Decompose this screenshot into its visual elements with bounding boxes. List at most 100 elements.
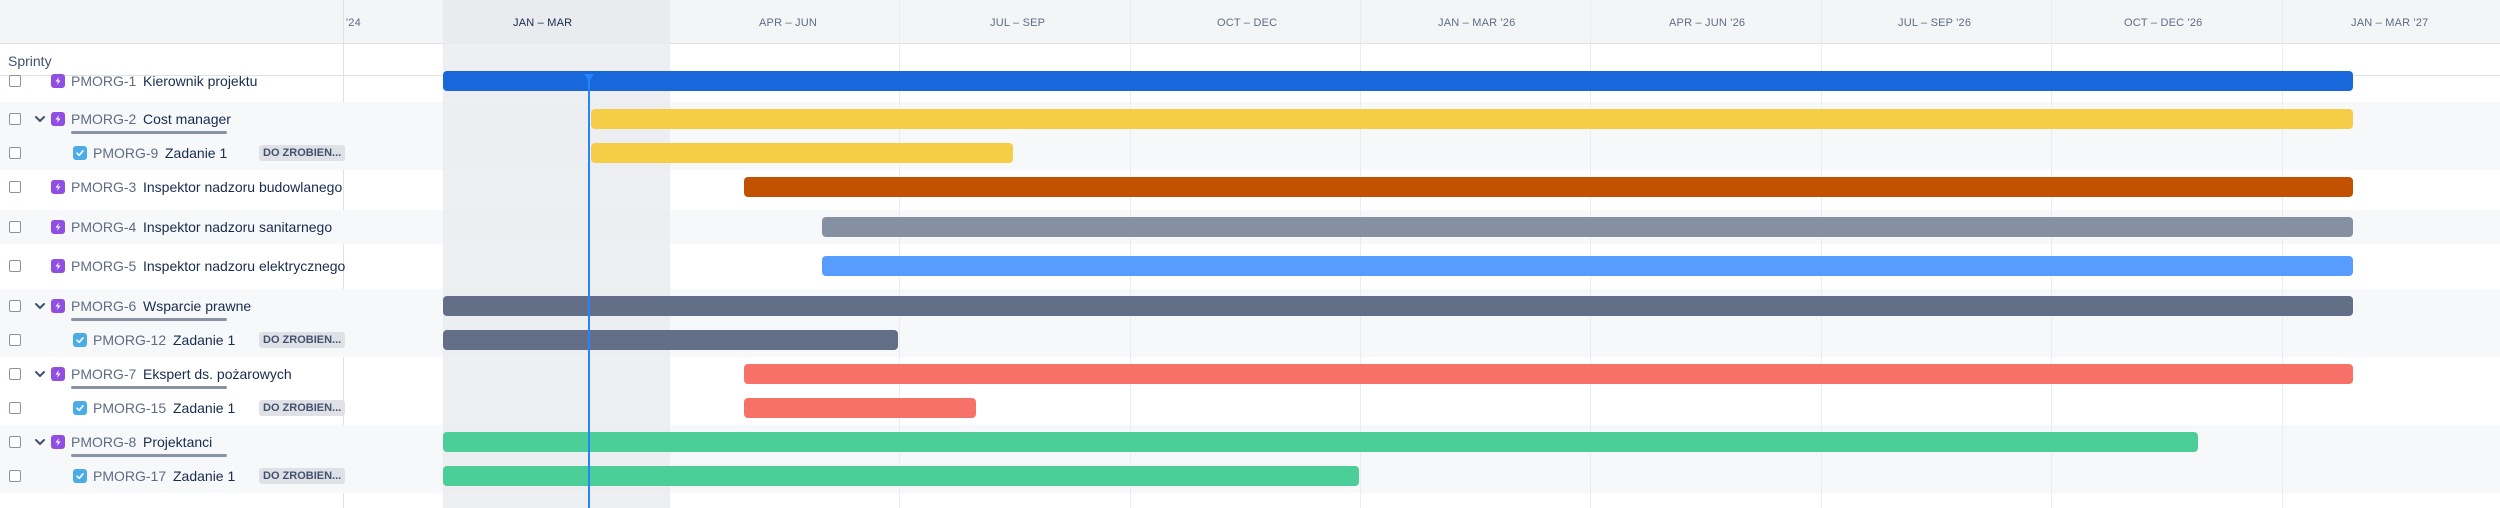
status-badge: DO ZROBIEN... [259,145,346,161]
row-select-checkbox[interactable] [9,436,21,448]
timeline-bar[interactable] [443,71,2353,91]
sprints-row[interactable]: Sprinty [0,44,343,76]
child-progress-bar [71,386,227,389]
column-divider [1821,0,1822,508]
issue-summary[interactable]: Cost manager [143,111,231,127]
epic-row[interactable]: PMORG-1 Kierownik projektu [0,64,344,98]
timeline-bar[interactable] [443,330,898,350]
row-select-checkbox[interactable] [9,402,21,414]
timeline-grid[interactable]: '24 JAN – MAR APR – JUN JUL – SEP OCT – DEC J… [344,0,2500,508]
timeline-bar[interactable] [443,296,2353,316]
issue-key[interactable]: PMORG-6 [71,298,137,314]
status-badge: DO ZROBIEN... [259,332,346,348]
issue-summary[interactable]: Inspektor nadzoru sanitarnego [143,219,333,235]
issue-key[interactable]: PMORG-7 [71,366,137,382]
epic-row[interactable]: PMORG-3 Inspektor nadzoru budowlanego [0,170,344,204]
epic-lightning-icon [51,74,65,88]
task-check-icon [73,469,87,483]
issue-summary[interactable]: Zadanie 1 [173,332,236,348]
row-select-checkbox[interactable] [9,260,21,272]
epic-lightning-icon [51,259,65,273]
sprints-label: Sprinty [8,53,52,69]
timeline-bar[interactable] [591,143,1013,163]
chevron-down-icon[interactable] [33,299,47,313]
month-label: OCT – DEC [1217,17,1278,29]
column-divider [2051,0,2052,508]
issue-list-header [0,0,343,44]
status-badge: DO ZROBIEN... [259,400,346,416]
child-progress-bar [71,131,227,134]
epic-row[interactable]: PMORG-6 Wsparcie prawne [0,289,344,323]
timeline-bar[interactable] [591,109,2353,129]
issue-key[interactable]: PMORG-1 [71,73,137,89]
timeline-bar[interactable] [822,217,2353,237]
column-divider [669,0,670,508]
issue-summary[interactable]: Zadanie 1 [165,145,228,161]
issue-key[interactable]: PMORG-2 [71,111,137,127]
month-label: OCT – DEC '26 [2124,17,2203,29]
issue-key[interactable]: PMORG-3 [71,179,137,195]
timeline-bar[interactable] [443,432,2198,452]
epic-lightning-icon [51,367,65,381]
epic-row[interactable]: PMORG-5 Inspektor nadzoru elektrycznego [0,249,346,283]
column-divider [1590,0,1591,508]
issue-summary[interactable]: Wsparcie prawne [143,298,252,314]
epic-row[interactable]: PMORG-4 Inspektor nadzoru sanitarnego [0,210,344,244]
chevron-down-icon[interactable] [33,112,47,126]
issue-summary[interactable]: Kierownik projektu [143,73,258,89]
column-divider [1360,0,1361,508]
month-label: '24 [346,17,361,29]
epic-lightning-icon [51,180,65,194]
timeline-bar[interactable] [744,364,2353,384]
epic-lightning-icon [51,435,65,449]
issue-key[interactable]: PMORG-15 [93,400,167,416]
column-divider [2282,0,2283,508]
row-select-checkbox[interactable] [9,334,21,346]
issue-summary[interactable]: Projektanci [143,434,213,450]
issue-summary[interactable]: Inspektor nadzoru elektrycznego [143,258,346,274]
epic-row[interactable]: PMORG-7 Ekspert ds. pożarowych [0,357,344,391]
epic-row[interactable]: PMORG-8 Projektanci [0,425,344,459]
timeline-bar[interactable] [744,398,976,418]
issue-key[interactable]: PMORG-4 [71,219,137,235]
issue-summary[interactable]: Inspektor nadzoru budowlanego [143,179,343,195]
child-progress-bar [71,318,227,321]
chevron-down-icon[interactable] [33,367,47,381]
epic-row[interactable]: PMORG-2 Cost manager [0,102,344,136]
row-select-checkbox[interactable] [9,113,21,125]
child-issue-row[interactable]: PMORG-15 Zadanie 1 DO ZROBIEN... [0,391,346,425]
chevron-down-icon[interactable] [33,435,47,449]
child-issue-row[interactable]: PMORG-17 Zadanie 1 DO ZROBIEN... [0,459,346,493]
issue-key[interactable]: PMORG-12 [93,332,167,348]
timeline-bar[interactable] [744,177,2353,197]
child-progress-bar [71,454,227,457]
issue-key[interactable]: PMORG-5 [71,258,137,274]
month-label: JAN – MAR '26 [1438,17,1516,29]
child-issue-row[interactable]: PMORG-9 Zadanie 1 DO ZROBIEN... [0,136,346,170]
issue-key[interactable]: PMORG-17 [93,468,167,484]
timeline-bar[interactable] [443,466,1359,486]
task-check-icon [73,146,87,160]
issue-summary[interactable]: Zadanie 1 [173,468,236,484]
month-label: JUL – SEP [990,17,1046,29]
row-select-checkbox[interactable] [9,181,21,193]
epic-lightning-icon [51,220,65,234]
month-label: JAN – MAR '27 [2351,17,2429,29]
row-select-checkbox[interactable] [9,75,21,87]
row-select-checkbox[interactable] [9,368,21,380]
timeline-bar[interactable] [822,256,2353,276]
row-select-checkbox[interactable] [9,300,21,312]
child-issue-row[interactable]: PMORG-12 Zadanie 1 DO ZROBIEN... [0,323,346,357]
row-select-checkbox[interactable] [9,221,21,233]
epic-lightning-icon [51,112,65,126]
month-label: APR – JUN '26 [1669,17,1746,29]
issue-key[interactable]: PMORG-8 [71,434,137,450]
issue-summary[interactable]: Zadanie 1 [173,400,236,416]
row-select-checkbox[interactable] [9,147,21,159]
column-divider [443,0,444,508]
row-select-checkbox[interactable] [9,470,21,482]
issue-summary[interactable]: Ekspert ds. pożarowych [143,366,292,382]
issue-key[interactable]: PMORG-9 [93,145,159,161]
month-label: JAN – MAR [513,17,573,29]
